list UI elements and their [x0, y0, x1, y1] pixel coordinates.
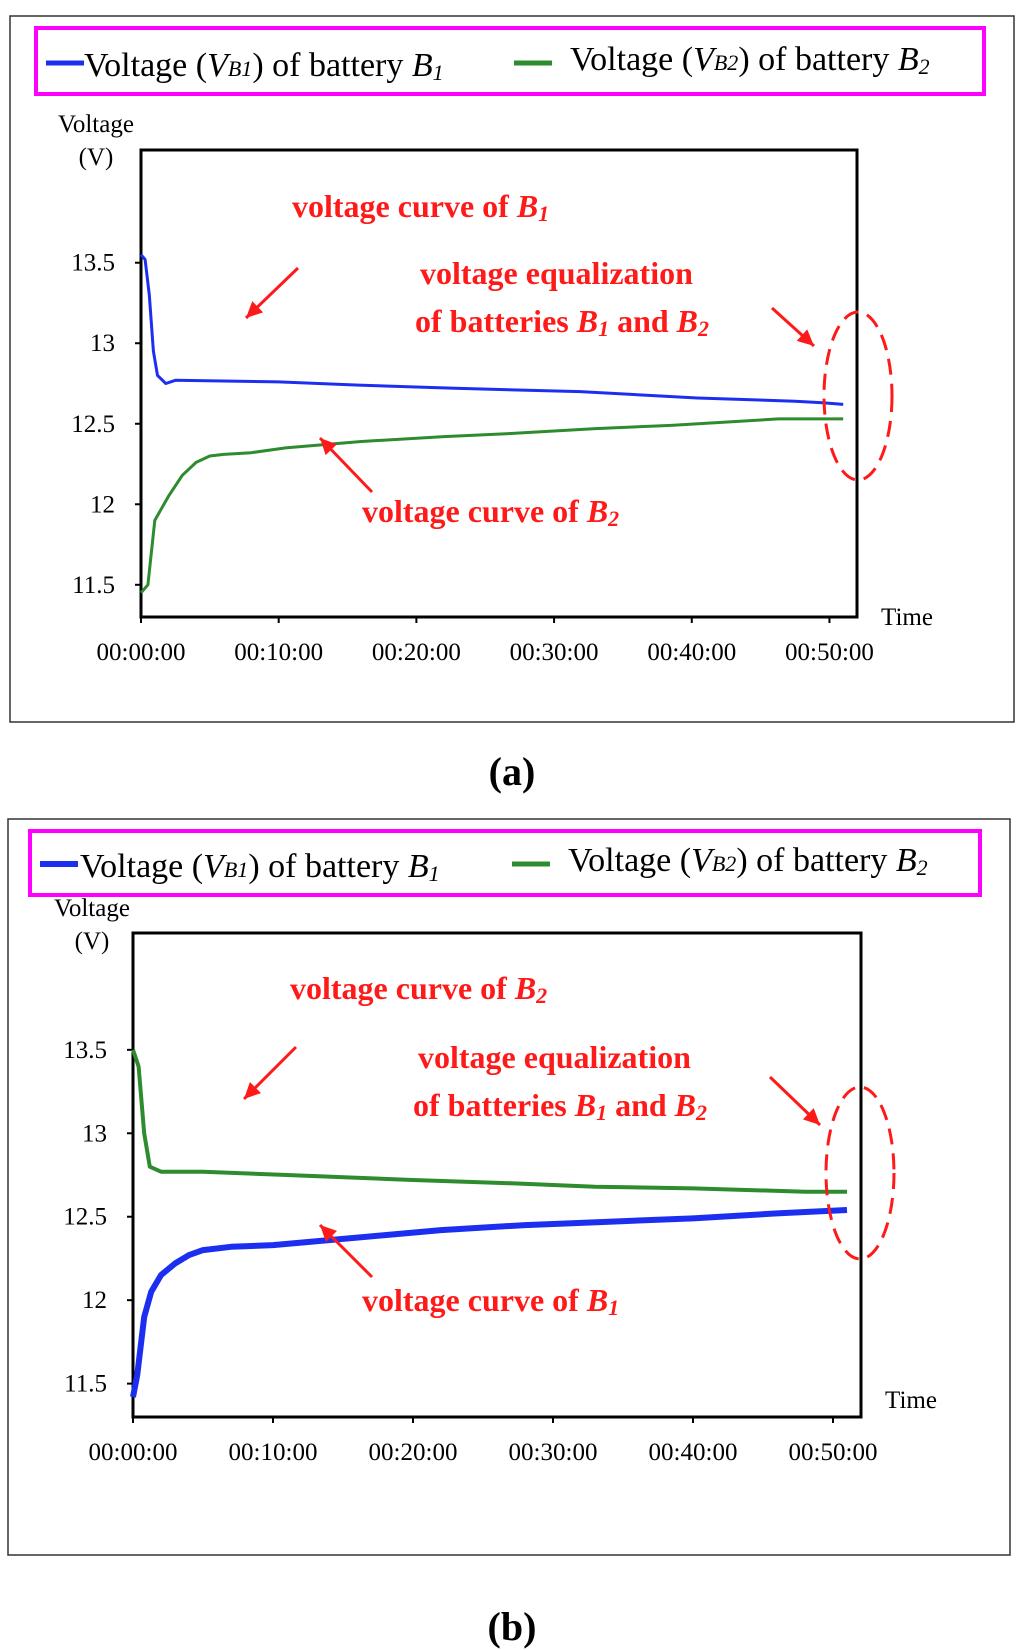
y-axis-unit: (V) — [75, 928, 110, 955]
x-tick-label: 00:10:00 — [229, 1439, 318, 1466]
y-tick-label: 12.5 — [63, 1204, 107, 1231]
y-tick-label: 12 — [90, 491, 115, 518]
legend-box — [28, 829, 982, 897]
y-tick-label: 13.5 — [71, 250, 115, 277]
caption-b: (b) — [487, 1604, 537, 1649]
x-tick-label: 00:00:00 — [89, 1439, 178, 1466]
x-tick-label: 00:40:00 — [647, 639, 736, 666]
figure-frame — [9, 15, 1015, 723]
annotation-bottom-curve: voltage curve of B2 — [362, 493, 619, 531]
series-line-vb2 — [131, 1049, 847, 1194]
legend-text-vb1: Voltage (VB1) of battery B1 — [84, 47, 444, 85]
x-axis-label: Time — [881, 604, 933, 631]
arrowhead — [320, 438, 337, 456]
plot-frame — [139, 148, 859, 619]
y-tick-label: 11.5 — [72, 572, 115, 599]
y-tick-label: 13.5 — [63, 1037, 107, 1064]
series-line-vb2 — [139, 417, 844, 594]
y-axis-unit: (V) — [79, 144, 114, 171]
annotation-equalization-line1: voltage equalization — [418, 1039, 691, 1075]
plot-area-a: 11.5 12 12.5 13 13.5 00:00:00 00:10:00 00:20:00… — [71, 148, 874, 666]
x-tick-label: 00:20:00 — [369, 1439, 458, 1466]
y-tick-label: 12 — [82, 1287, 107, 1314]
x-tick-label: 00:50:00 — [785, 639, 874, 666]
plot-area-b: 11.5 12 12.5 13 13.5 00:00:00 00:10:00 00:20:00… — [63, 931, 878, 1466]
legend-text-vb1: Voltage (VB1) of battery B1 — [80, 848, 440, 886]
annotation-equalization-line2: of batteries B1 and B2 — [413, 1087, 707, 1125]
arrowhead — [246, 301, 264, 318]
caption-a: (a) — [488, 749, 536, 794]
x-tick-label: 00:50:00 — [789, 1439, 878, 1466]
x-tick-label: 00:30:00 — [510, 639, 599, 666]
plot-frame — [131, 931, 863, 1419]
figure-frame — [7, 818, 1011, 1556]
arrowhead — [802, 1108, 820, 1125]
annotation-equalization-line1: voltage equalization — [420, 255, 693, 291]
equalization-ellipse — [822, 310, 894, 482]
x-tick-label: 00:10:00 — [234, 639, 323, 666]
y-tick-label: 11.5 — [64, 1371, 107, 1398]
arrowhead — [244, 1082, 261, 1099]
equalization-ellipse — [824, 1085, 896, 1261]
y-tick-label: 13 — [90, 330, 115, 357]
y-tick-label: 12.5 — [71, 411, 115, 438]
legend-box — [34, 26, 986, 96]
y-tick-label: 13 — [82, 1120, 107, 1147]
series-line-vb1 — [130, 1207, 848, 1398]
annotation-equalization-line2: of batteries B1 and B2 — [415, 303, 709, 341]
arrowhead — [320, 1225, 337, 1242]
legend-text-vb2: Voltage (VB2) of battery B2 — [570, 41, 930, 79]
x-tick-label: 00:40:00 — [649, 1439, 738, 1466]
arrowhead — [796, 329, 814, 346]
annotation-bottom-curve: voltage curve of B1 — [362, 1282, 619, 1320]
chart-a-svg: Voltage (VB1) of battery B1 Voltage (VB2… — [9, 15, 1015, 723]
x-axis-label: Time — [885, 1387, 937, 1414]
annotation-top-curve: voltage curve of B1 — [292, 188, 549, 226]
series-line-vb1 — [139, 253, 844, 406]
y-axis-label: Voltage — [54, 895, 130, 922]
chart-b-svg: Voltage (VB1) of battery B1 Voltage (VB2… — [7, 818, 1011, 1556]
x-tick-label: 00:00:00 — [97, 639, 186, 666]
x-tick-label: 00:20:00 — [372, 639, 461, 666]
legend-text-vb2: Voltage (VB2) of battery B2 — [568, 842, 928, 880]
annotation-top-curve: voltage curve of B2 — [290, 970, 547, 1008]
annotations-a: voltage curve of B1 voltage equalization… — [244, 188, 894, 531]
y-axis-label: Voltage — [58, 111, 134, 138]
x-tick-label: 00:30:00 — [509, 1439, 598, 1466]
panel-b: Voltage (VB1) of battery B1 Voltage (VB2… — [0, 815, 1024, 1649]
panel-a: Voltage (VB1) of battery B1 Voltage (VB2… — [0, 0, 1024, 800]
annotations-b: voltage curve of B2 voltage equalization… — [242, 970, 896, 1320]
